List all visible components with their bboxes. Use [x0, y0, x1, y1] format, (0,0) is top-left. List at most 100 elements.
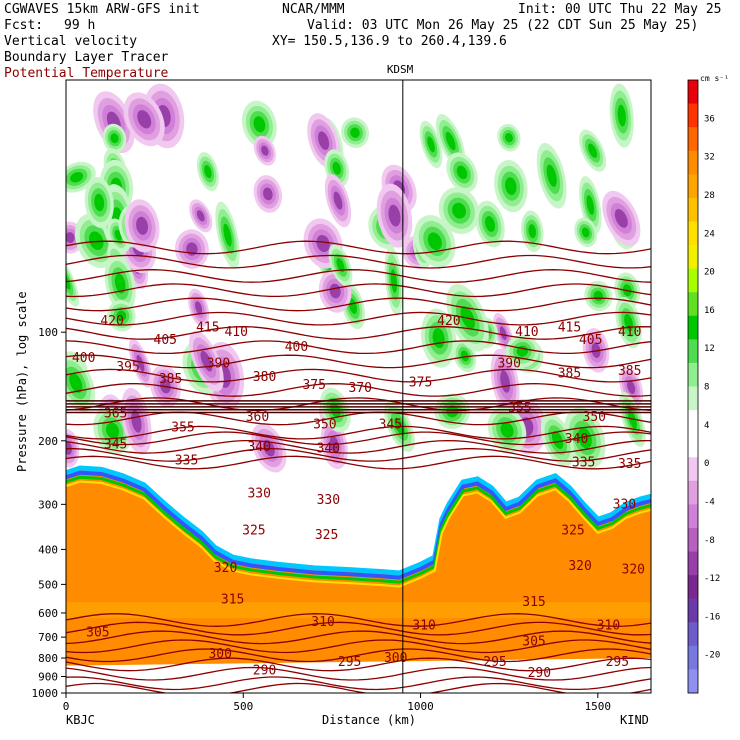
isentrope-295 — [66, 676, 651, 691]
plot-frame — [65, 79, 652, 694]
colorbar-tick-label: 32 — [704, 153, 715, 163]
isentrope-380 — [66, 354, 651, 369]
contour-label: 355 — [508, 401, 531, 416]
velocity-cell — [204, 165, 212, 179]
colorbar-segment — [688, 362, 698, 387]
velocity-cell — [137, 110, 152, 129]
velocity-cell — [504, 132, 513, 143]
contour-label: 330 — [613, 497, 636, 512]
colorbar-segment — [688, 575, 698, 600]
contour-label: 420 — [437, 314, 460, 329]
velocity-cell — [350, 127, 360, 138]
colorbar-tick-label: 28 — [704, 191, 715, 201]
colorbar-tick-label: 12 — [704, 344, 715, 354]
contour-label: 310 — [597, 618, 620, 633]
colorbar-frame — [687, 79, 699, 694]
contour-label: 290 — [253, 663, 276, 678]
x-axis-label: Distance (km) — [322, 713, 416, 727]
contour-label: 390 — [497, 356, 520, 371]
velocity-cell — [69, 372, 83, 393]
colorbar-tick-label: 0 — [704, 459, 709, 469]
colorbar-segment — [688, 80, 698, 105]
y-tick-label: 200 — [38, 435, 58, 448]
contour-label: 410 — [224, 325, 247, 340]
velocity-cell — [499, 326, 507, 341]
contour-label: 400 — [72, 351, 95, 366]
contour-label: 305 — [86, 626, 109, 641]
velocity-cell — [452, 202, 466, 219]
contour-label: 315 — [522, 595, 545, 610]
colorbar-segment — [688, 410, 698, 435]
contour-label: 375 — [302, 378, 325, 393]
colorbar-segment — [688, 433, 698, 458]
x-tick-label: 1500 — [585, 700, 612, 713]
isentrope-345 — [66, 439, 651, 454]
velocity-cell — [318, 131, 330, 151]
tracer-edge-band — [66, 465, 651, 576]
isentrope-410 — [66, 269, 651, 283]
colorbar-segment — [688, 197, 698, 222]
contour-label: 290 — [528, 666, 551, 681]
velocity-cell — [500, 422, 514, 438]
velocity-cell — [136, 354, 145, 372]
contour-label: 325 — [561, 524, 584, 539]
center-label: NCAR/MMM — [282, 2, 345, 17]
contour-label: 385 — [558, 366, 581, 381]
velocity-cell — [427, 232, 442, 251]
velocity-cell — [445, 131, 456, 151]
velocity-cell — [131, 409, 142, 433]
contour-label: 395 — [116, 360, 139, 375]
contour-label: 415 — [558, 320, 581, 335]
forecast-hour: 99 h — [64, 18, 96, 33]
model-title: CGWAVES 15km ARW-GFS init — [4, 2, 200, 17]
contour-label: 380 — [253, 370, 276, 385]
contour-label: 330 — [317, 493, 340, 508]
isentrope-300 — [66, 666, 651, 681]
contour-label: 305 — [522, 635, 545, 650]
y-tick-label: 100 — [38, 326, 58, 339]
colorbar-tick-label: -4 — [704, 497, 715, 507]
colorbar-tick-label: -20 — [704, 651, 720, 661]
x-tick-label: 500 — [233, 700, 253, 713]
contour-label: 330 — [247, 487, 270, 502]
isentrope-335 — [66, 455, 651, 470]
colorbar-segment — [688, 292, 698, 317]
velocity-cell — [388, 204, 401, 227]
colorbar-segment — [688, 103, 698, 128]
y-tick-label: 400 — [38, 543, 58, 556]
velocity-cell — [66, 232, 75, 243]
colorbar-segment — [688, 645, 698, 670]
contour-label: 345 — [379, 417, 402, 432]
contour-label: 315 — [221, 592, 244, 607]
contour-labels: 420 415 410 405 400 400 395 390 385 380 375 370 365 3… — [72, 314, 645, 681]
contour-label: 375 — [409, 376, 432, 391]
contour-label: 300 — [208, 647, 231, 662]
tracer-edge-band — [66, 475, 651, 584]
colorbar-tick-label: -16 — [704, 612, 720, 622]
contour-label: 355 — [171, 421, 194, 436]
colorbar-segment — [688, 669, 698, 694]
contour-label: 410 — [618, 325, 641, 340]
velocity-cell — [94, 193, 105, 212]
contour-label: 340 — [565, 432, 588, 447]
velocity-cell — [427, 136, 435, 153]
marker-label-kdsm: KDSM — [386, 63, 414, 76]
valid-time: Valid: 03 UTC Mon 26 May 25 (22 CDT Sun … — [307, 18, 699, 33]
contour-label: 295 — [483, 655, 506, 670]
isentrope-375 — [66, 368, 651, 383]
right-station-label: KIND — [620, 713, 649, 727]
velocity-cell — [195, 301, 203, 315]
contour-label: 385 — [159, 372, 182, 387]
forecast-label: Fcst: — [4, 18, 44, 33]
contour-label: 350 — [583, 410, 606, 425]
left-station-label: KBJC — [66, 713, 95, 727]
isentrope-305 — [66, 657, 651, 672]
isentrope-330 — [66, 613, 651, 627]
velocity-cell — [136, 216, 148, 235]
y-tick-label: 1000 — [32, 687, 59, 700]
colorbar-segment — [688, 221, 698, 246]
velocity-cell — [485, 216, 496, 232]
field-vertical-velocity: Vertical velocity — [4, 34, 138, 49]
colorbar-segment — [688, 551, 698, 576]
velocity-cell — [586, 195, 595, 215]
